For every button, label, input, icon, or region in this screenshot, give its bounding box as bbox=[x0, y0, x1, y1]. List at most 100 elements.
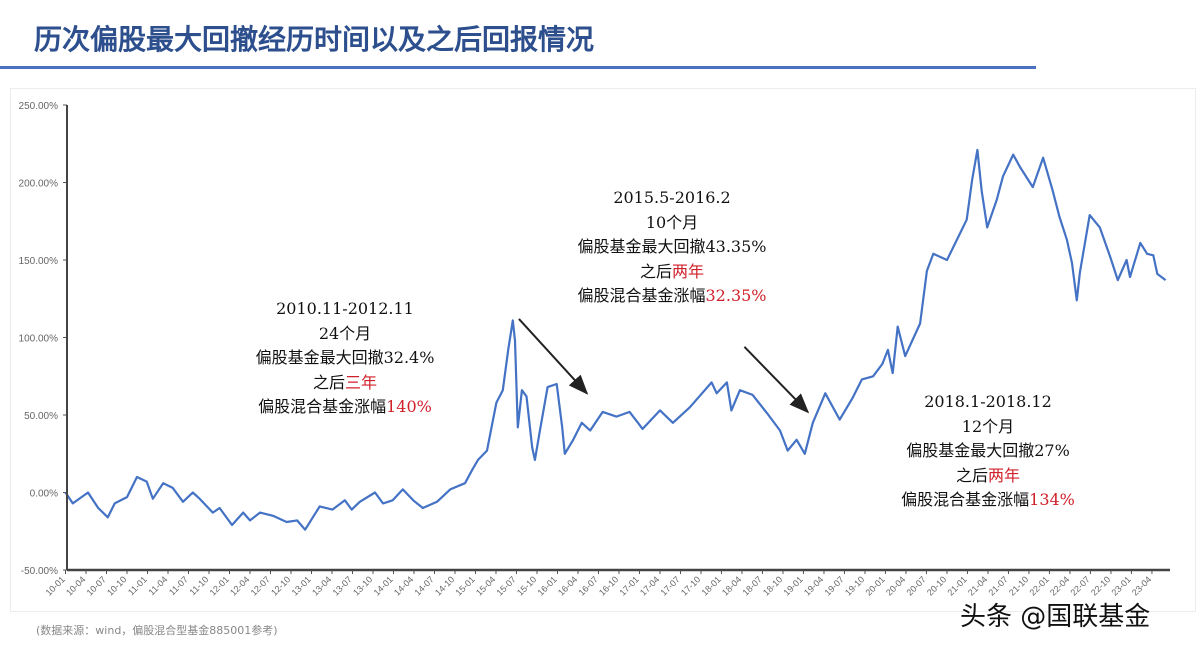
x-tick-label: 19-07 bbox=[823, 574, 846, 597]
x-tick-label: 10-04 bbox=[64, 574, 87, 597]
annotation-line: 之后三年 bbox=[256, 371, 435, 396]
annotation-text: 偏股混合基金涨幅 bbox=[577, 286, 706, 305]
x-tick-label: 18-04 bbox=[720, 574, 743, 597]
annotation-text: 偏股基金最大回撤27% bbox=[906, 441, 1070, 460]
x-tick-label: 13-07 bbox=[331, 574, 354, 597]
annotation-text: 2015.5-2016.2 bbox=[613, 188, 731, 207]
x-tick-label: 13-10 bbox=[351, 574, 374, 597]
annotation-line: 之后两年 bbox=[901, 464, 1075, 489]
annotation-text: 12个月 bbox=[961, 416, 1015, 436]
annotation-highlight: 两年 bbox=[672, 261, 705, 281]
x-tick-label: 14-07 bbox=[413, 574, 436, 597]
x-tick-label: 12-07 bbox=[249, 574, 272, 597]
x-tick-label: 22-10 bbox=[1089, 574, 1112, 597]
y-tick-label: 250.00% bbox=[19, 101, 59, 112]
x-tick-label: 22-07 bbox=[1069, 574, 1092, 597]
annotation-highlight: 三年 bbox=[345, 372, 378, 392]
annotation-text: 之后 bbox=[955, 465, 988, 485]
y-tick-label: 50.00% bbox=[24, 411, 58, 422]
annotation-line: 之后两年 bbox=[577, 260, 766, 285]
x-tick-label: 17-04 bbox=[638, 574, 661, 597]
x-tick-label: 20-04 bbox=[884, 574, 907, 597]
x-tick-label: 10-10 bbox=[105, 574, 128, 597]
x-tick-label: 11-10 bbox=[188, 574, 211, 597]
x-tick-label: 16-10 bbox=[597, 574, 620, 597]
x-tick-label: 17-07 bbox=[659, 574, 682, 597]
x-tick-label: 12-01 bbox=[208, 574, 231, 597]
annotation-text: 偏股混合基金涨幅 bbox=[901, 490, 1030, 509]
title-divider bbox=[0, 66, 1036, 69]
annotation-text: 偏股基金最大回撤32.4% bbox=[255, 348, 435, 367]
annotation-line: 2015.5-2016.2 bbox=[577, 186, 766, 211]
annotation-arrow bbox=[743, 346, 810, 414]
x-tick-label: 21-04 bbox=[966, 574, 989, 597]
annotation-highlight: 140% bbox=[386, 397, 432, 416]
annotation-highlight: 两年 bbox=[987, 465, 1021, 485]
x-tick-label: 11-04 bbox=[147, 574, 170, 597]
annotation-text: 2018.1-2018.12 bbox=[924, 392, 1052, 411]
annotation-text: 之后 bbox=[312, 372, 345, 392]
annotation-line: 偏股基金最大回撤32.4% bbox=[256, 346, 435, 371]
annotation-text: 2010.11-2012.11 bbox=[276, 299, 414, 318]
annotation-2018-drawdown: 2018.1-2018.12 12个月 偏股基金最大回撤27% 之后两年 偏股混合基金涨… bbox=[901, 390, 1075, 513]
annotation-line: 偏股混合基金涨幅134% bbox=[901, 488, 1075, 513]
annotation-line: 2018.1-2018.12 bbox=[901, 390, 1075, 415]
annotation-text: 偏股混合基金涨幅 bbox=[258, 397, 387, 416]
x-tick-label: 21-07 bbox=[987, 574, 1010, 597]
x-tick-label: 16-07 bbox=[577, 574, 600, 597]
x-tick-label: 16-01 bbox=[536, 574, 559, 597]
x-tick-label: 12-10 bbox=[269, 574, 292, 597]
x-tick-label: 13-04 bbox=[310, 574, 333, 597]
x-tick-label: 17-01 bbox=[618, 574, 641, 597]
data-source-note: (数据来源：wind，偏股混合型基金885001参考) bbox=[36, 624, 278, 637]
annotation-text: 10个月 bbox=[645, 212, 699, 232]
x-tick-label: 23-01 bbox=[1110, 574, 1133, 597]
x-tick-label: 15-07 bbox=[495, 574, 518, 597]
x-tick-label: 19-01 bbox=[782, 574, 805, 597]
x-tick-label: 10-01 bbox=[44, 574, 67, 597]
x-tick-label: 19-04 bbox=[802, 574, 825, 597]
annotation-arrow bbox=[518, 318, 589, 395]
y-tick-label: -50.00% bbox=[21, 566, 58, 577]
x-tick-label: 11-07 bbox=[167, 574, 190, 597]
annotation-line: 偏股基金最大回撤27% bbox=[901, 439, 1075, 464]
x-tick-label: 14-10 bbox=[433, 574, 456, 597]
page-title: 历次偏股最大回撤经历时间以及之后回报情况 bbox=[34, 23, 595, 56]
x-tick-label: 20-10 bbox=[925, 574, 948, 597]
x-tick-label: 21-01 bbox=[946, 574, 969, 597]
y-tick-label: 100.00% bbox=[19, 334, 59, 345]
annotation-line: 偏股混合基金涨幅32.35% bbox=[577, 284, 766, 309]
x-tick-label: 14-04 bbox=[392, 574, 415, 597]
y-tick-label: 0.00% bbox=[30, 489, 58, 500]
annotation-line: 12个月 bbox=[901, 415, 1075, 440]
x-tick-label: 15-10 bbox=[515, 574, 538, 597]
annotation-line: 24个月 bbox=[256, 322, 435, 347]
annotation-2015-drawdown: 2015.5-2016.2 10个月 偏股基金最大回撤43.35% 之后两年 偏股混合基… bbox=[577, 186, 766, 309]
y-tick-label: 200.00% bbox=[19, 179, 59, 190]
annotation-line: 偏股基金最大回撤43.35% bbox=[577, 235, 766, 260]
x-tick-label: 11-01 bbox=[126, 574, 149, 597]
x-tick-label: 18-07 bbox=[741, 574, 764, 597]
x-tick-label: 10-07 bbox=[85, 574, 108, 597]
x-tick-label: 18-10 bbox=[761, 574, 784, 597]
annotation-text: 之后 bbox=[639, 261, 672, 281]
annotation-highlight: 134% bbox=[1029, 490, 1075, 509]
annotation-highlight: 32.35% bbox=[705, 286, 767, 305]
chart-frame bbox=[10, 88, 1196, 612]
x-tick-label: 20-07 bbox=[905, 574, 928, 597]
x-tick-label: 13-01 bbox=[290, 574, 313, 597]
x-tick-label: 19-10 bbox=[843, 574, 866, 597]
annotation-text: 24个月 bbox=[318, 323, 372, 343]
x-tick-label: 21-10 bbox=[1007, 574, 1030, 597]
annotation-line: 偏股混合基金涨幅140% bbox=[256, 395, 435, 420]
annotation-2010-drawdown: 2010.11-2012.11 24个月 偏股基金最大回撤32.4% 之后三年 偏股混合… bbox=[256, 297, 435, 420]
x-tick-label: 12-04 bbox=[228, 574, 251, 597]
annotation-text: 偏股基金最大回撤43.35% bbox=[577, 237, 767, 256]
annotation-line: 2010.11-2012.11 bbox=[256, 297, 435, 322]
x-tick-label: 15-04 bbox=[474, 574, 497, 597]
x-tick-label: 22-01 bbox=[1028, 574, 1051, 597]
series-line bbox=[64, 148, 1167, 531]
x-tick-label: 17-10 bbox=[679, 574, 702, 597]
x-tick-label: 20-01 bbox=[864, 574, 887, 597]
